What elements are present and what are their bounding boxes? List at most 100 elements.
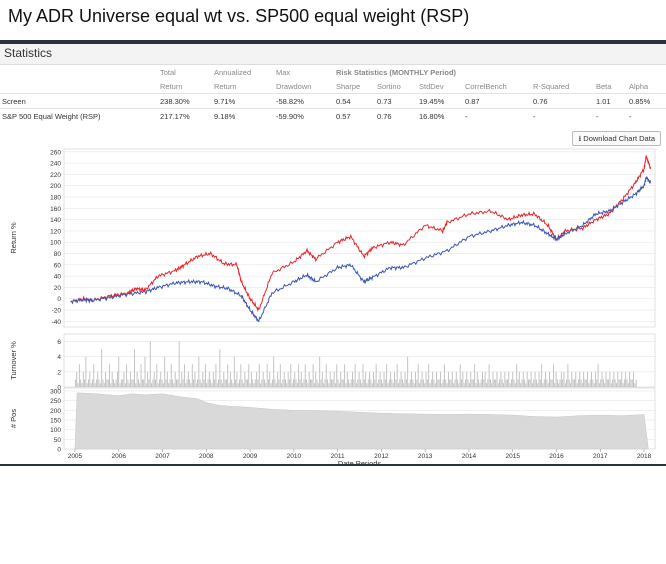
y-tick-label: 120 [50,228,61,235]
y-tick-label: 60 [54,262,62,269]
turnover-bar [275,383,277,387]
turnover-bar [181,371,183,387]
turnover-bar [182,379,184,387]
turnover-bar [539,379,541,387]
y-axis-label: # Pos [9,409,18,428]
x-axis-label: Date Periods [338,459,382,468]
turnover-bar [606,379,608,387]
turnover-bar [562,379,564,387]
x-tick-label: 2018 [637,453,652,460]
turnover-bar [74,379,76,387]
turnover-bar [400,371,402,387]
turnover-bar [151,383,153,387]
turnover-bar [281,383,283,387]
turnover-bar [513,379,515,387]
table-cell: - [594,108,627,123]
turnover-bar [180,383,181,387]
turnover-bar [287,371,289,387]
turnover-bar [113,379,114,387]
statistics-panel: Statistics Total Annualized Max Risk Sta… [0,44,666,500]
table-cell: 0.76 [531,93,594,109]
turnover-bar [240,364,242,387]
turnover-bar [438,379,440,387]
turnover-bar [554,383,556,387]
turnover-bar [585,379,587,387]
turnover-bar [378,379,380,387]
turnover-bar [483,379,485,387]
turnover-bar [595,371,596,387]
turnover-bar [505,379,507,387]
turnover-bar [140,364,142,387]
turnover-bar [602,379,604,387]
turnover-bar [323,383,325,387]
y-tick-label: 200 [50,408,61,415]
turnover-bar [141,379,143,387]
turnover-bar [103,383,105,387]
slide-title: My ADR Universe equal wt vs. SP500 equal… [8,6,470,26]
turnover-bar [524,379,526,387]
turnover-bar [517,379,519,387]
turnover-bar [105,371,107,387]
turnover-bar [597,364,599,387]
turnover-bar [499,379,501,387]
turnover-bar [203,379,205,387]
blank-header-cell [627,65,666,79]
turnover-bar [413,383,415,387]
turnover-bar [249,383,251,387]
turnover-bar [386,364,388,387]
turnover-bar [92,379,93,387]
turnover-bar [377,383,378,387]
turnover-bar [102,379,104,387]
turnover-bar [550,379,552,387]
download-chart-data-button[interactable]: ⭳ Download Chart Data [572,131,661,146]
row-name: Screen [0,93,158,109]
turnover-bar [168,383,170,387]
turnover-bar [355,383,357,387]
turnover-bar [625,371,627,387]
turnover-bar [530,371,532,387]
turnover-bar [243,383,244,387]
turnover-bar [440,371,441,387]
turnover-bar [310,379,311,387]
turnover-bar [156,364,158,387]
turnover-bar [274,379,276,387]
turnover-bar [405,379,407,387]
turnover-bar [324,379,326,387]
col-header: Sortino [377,81,401,91]
turnover-bar [563,371,565,387]
turnover-bar [509,383,511,387]
turnover-bar [340,371,342,387]
turnover-bar [614,379,616,387]
turnover-bar [211,383,213,387]
turnover-bar [612,379,613,387]
turnover-bar [436,371,438,387]
turnover-bar [283,371,285,387]
turnover-bar [270,383,272,387]
turnover-bar [118,356,120,387]
turnover-bar [429,383,431,387]
turnover-bar [135,383,137,387]
turnover-bar [253,383,255,387]
x-tick-label: 2009 [243,453,258,460]
turnover-bar [248,364,250,387]
turnover-bar [369,371,371,387]
risk-statistics-header: Risk Statistics (MONTHLY Period) [336,67,457,77]
turnover-bar [332,379,334,387]
turnover-bar [128,383,130,387]
table-cell: 0.73 [375,93,417,109]
turnover-bar [223,371,225,387]
turnover-bar [193,379,195,387]
turnover-bar [518,371,520,387]
turnover-bar [496,371,498,387]
turnover-bar [331,379,332,387]
turnover-bar [428,364,430,387]
y-tick-label: 240 [50,161,61,168]
turnover-bar [311,379,313,387]
turnover-bar [500,371,502,387]
turnover-bar [80,379,82,387]
turnover-bar [333,371,335,387]
y-tick-label: 100 [50,427,61,434]
turnover-bar [475,383,477,387]
turnover-bar [390,371,392,387]
turnover-bar [443,364,445,387]
